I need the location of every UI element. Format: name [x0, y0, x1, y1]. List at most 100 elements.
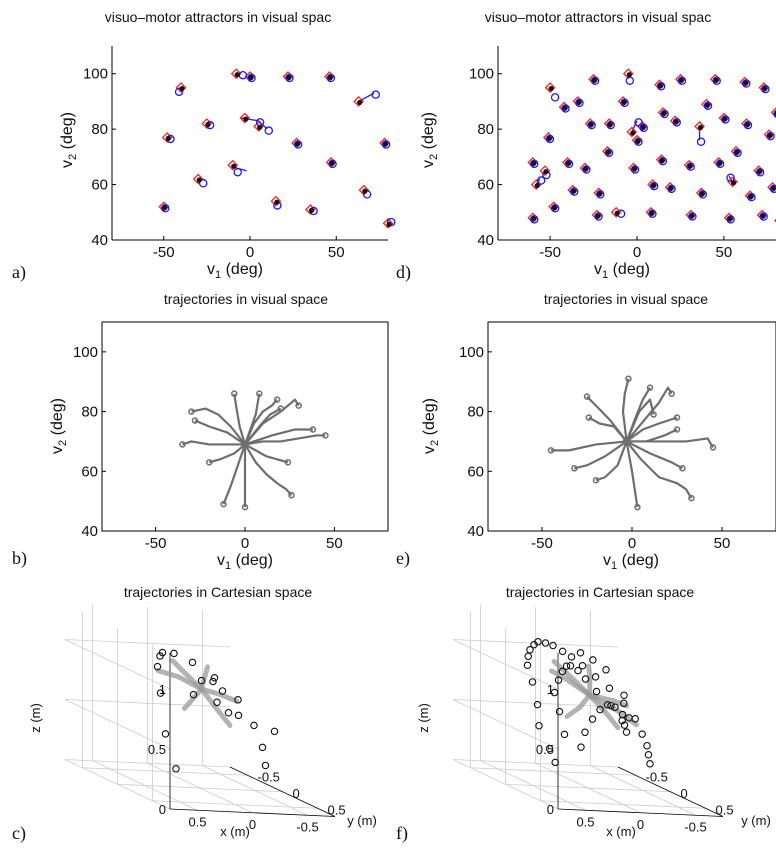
position-dot: [274, 199, 280, 205]
attractor-point-3d: [261, 761, 270, 770]
position-dot: [730, 180, 737, 186]
side-grid-line: [452, 699, 559, 750]
panel-e: trajectories in visual space 40 60 80 100 -…: [388, 283, 776, 573]
y-tick-label: -0.5: [258, 769, 280, 784]
y-axis-line: [617, 766, 724, 817]
trajectory-line: [233, 393, 247, 445]
trajectory-line: [621, 378, 630, 442]
attractor-point-3d: [567, 653, 576, 661]
position-dot: [294, 141, 301, 147]
attractor-point-3d: [209, 677, 217, 686]
attractor-circle: [328, 159, 337, 169]
x-tick-label: 50: [326, 535, 343, 552]
y-axis-label: v2 (deg): [49, 398, 69, 454]
back-grid-line: [452, 699, 619, 708]
attractor-point-3d: [161, 730, 170, 738]
z-tick-label: 1: [547, 682, 554, 697]
trajectory-line: [625, 398, 655, 442]
trajectory-line: [194, 419, 246, 446]
trajectory-plot-b: trajectories in visual space 40 60 80 100 -…: [49, 291, 389, 572]
trajectory-end: [650, 411, 657, 418]
position-dot: [614, 210, 620, 216]
attractor-circle: [198, 179, 208, 188]
plot-title: visuo–motor attractors in visual spac: [105, 9, 331, 25]
plot-title: trajectories in Cartesian space: [506, 584, 695, 600]
attractor-circle: [545, 134, 555, 144]
x-tick-label: 50: [714, 535, 731, 552]
position-dot: [689, 213, 695, 219]
attractor-circle: [550, 203, 560, 213]
x-axis-label: v1 (deg): [603, 552, 659, 572]
x-tick-label: -0.5: [684, 819, 706, 834]
attractor-point-3d: [545, 744, 554, 753]
attractor-circle: [564, 159, 574, 169]
x-tick-label: -50: [145, 535, 167, 552]
y-axis-label: v2 (deg): [420, 112, 440, 168]
target-diamond: [239, 112, 251, 124]
y-tick-label: 60: [91, 177, 108, 194]
attractor-circle: [285, 73, 294, 83]
attractor-circle: [536, 176, 546, 185]
y-tick-label: 80: [467, 404, 484, 421]
attractor-point-3d: [625, 714, 633, 722]
attractor-circle: [726, 215, 735, 224]
attractor-point-3d: [541, 639, 550, 647]
position-dot: [704, 102, 711, 108]
attractor-point-3d: [524, 652, 532, 661]
y-axis-label: v2 (deg): [421, 398, 441, 454]
attractor-point-3d: [258, 743, 267, 752]
attractor-point-3d: [576, 649, 585, 657]
attractor-circle: [656, 82, 666, 91]
position-dot: [534, 182, 540, 189]
plot-title: trajectories in visual space: [164, 291, 328, 307]
trajectory-end: [583, 393, 591, 400]
attractor-point-3d: [574, 666, 582, 675]
position-dot: [231, 163, 237, 169]
attractor-point-3d: [172, 765, 180, 773]
attractor-point-3d: [611, 703, 619, 712]
position-dot: [668, 185, 674, 191]
position-dot: [531, 160, 537, 166]
trajectory-end: [679, 465, 686, 472]
trajectory-end: [571, 465, 578, 472]
position-dot: [727, 216, 733, 222]
x-axis-label: x (m): [220, 824, 250, 839]
position-dot: [327, 74, 333, 81]
attractor-circle: [381, 140, 391, 149]
position-dot: [640, 124, 646, 130]
attractor-circle: [712, 76, 721, 86]
trajectory-end: [688, 494, 695, 502]
attractor-point-3d: [577, 743, 585, 751]
plot-title: trajectories in visual space: [544, 291, 708, 307]
cartesian-plot-c: trajectories in Cartesian space 0.5 0 -0.5…: [28, 584, 377, 839]
z-tick-label: 1: [159, 682, 166, 697]
attractor-circle: [715, 159, 725, 169]
attractor-point-3d: [550, 688, 559, 697]
attractor-point-3d: [581, 675, 590, 683]
back-grid-line: [64, 699, 231, 708]
x-tick-label: 0: [628, 535, 636, 552]
position-dot: [631, 166, 638, 172]
position-dot: [760, 213, 766, 219]
target-diamond: [694, 120, 705, 132]
attractor-circle: [747, 192, 756, 202]
panel-label: a): [12, 262, 26, 282]
trajectory-end: [625, 375, 632, 382]
position-dot: [757, 169, 763, 175]
cartesian-plot-f: trajectories in Cartesian space 0.5 0 -0.5…: [416, 584, 771, 839]
position-dot: [630, 130, 636, 136]
side-grid-line: [64, 759, 171, 810]
attractor-point-3d: [153, 662, 162, 671]
trajectory-end: [668, 390, 675, 397]
x-axis-label: x (m): [606, 824, 636, 839]
x-axis-label: v1 (deg): [217, 552, 273, 572]
panel-f: trajectories in Cartesian space 0.5 0 -0.5…: [388, 573, 776, 849]
position-dot: [552, 205, 558, 211]
panel-d: visuo–motor attractors in visual spac 40…: [388, 0, 776, 283]
attractor-circle: [773, 110, 776, 118]
position-dot: [744, 122, 751, 128]
panel-a: visuo–motor attractors in visual spac 40…: [0, 0, 396, 283]
target-diamond: [622, 68, 634, 80]
target-diamond: [539, 165, 551, 177]
side-grid-line: [64, 699, 171, 750]
